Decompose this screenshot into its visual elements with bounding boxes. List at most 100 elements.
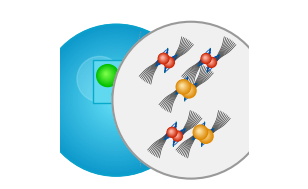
Polygon shape bbox=[164, 55, 177, 73]
Circle shape bbox=[181, 85, 183, 86]
Circle shape bbox=[184, 86, 192, 94]
Circle shape bbox=[201, 54, 210, 63]
Circle shape bbox=[103, 71, 109, 77]
Circle shape bbox=[91, 75, 141, 125]
Circle shape bbox=[193, 125, 208, 139]
Circle shape bbox=[160, 55, 166, 61]
Circle shape bbox=[181, 84, 183, 87]
Circle shape bbox=[187, 89, 188, 90]
Circle shape bbox=[197, 129, 202, 134]
Circle shape bbox=[161, 56, 165, 60]
Circle shape bbox=[205, 57, 206, 58]
Circle shape bbox=[175, 134, 179, 137]
Circle shape bbox=[167, 127, 177, 137]
Circle shape bbox=[201, 54, 211, 64]
Circle shape bbox=[175, 133, 180, 138]
Circle shape bbox=[104, 72, 108, 76]
Polygon shape bbox=[198, 48, 211, 66]
Circle shape bbox=[160, 55, 166, 61]
Circle shape bbox=[165, 59, 172, 65]
Circle shape bbox=[101, 85, 131, 115]
Circle shape bbox=[96, 80, 136, 120]
Circle shape bbox=[159, 54, 168, 63]
Circle shape bbox=[179, 82, 187, 91]
Circle shape bbox=[112, 87, 128, 102]
Circle shape bbox=[158, 53, 169, 64]
Circle shape bbox=[203, 133, 207, 137]
Circle shape bbox=[168, 129, 175, 135]
Circle shape bbox=[118, 92, 120, 94]
Circle shape bbox=[118, 93, 119, 94]
Circle shape bbox=[207, 57, 217, 67]
Circle shape bbox=[170, 130, 172, 133]
Circle shape bbox=[203, 56, 208, 60]
Circle shape bbox=[202, 54, 210, 63]
Circle shape bbox=[185, 87, 190, 92]
Circle shape bbox=[172, 131, 182, 141]
Circle shape bbox=[43, 27, 189, 173]
Circle shape bbox=[197, 129, 203, 134]
Circle shape bbox=[83, 67, 149, 133]
Circle shape bbox=[201, 131, 209, 140]
Circle shape bbox=[209, 60, 213, 64]
Circle shape bbox=[99, 67, 116, 84]
Circle shape bbox=[178, 82, 188, 91]
Circle shape bbox=[179, 83, 186, 90]
Polygon shape bbox=[164, 122, 176, 140]
Circle shape bbox=[178, 81, 188, 92]
Circle shape bbox=[208, 58, 215, 66]
Circle shape bbox=[81, 65, 152, 136]
Polygon shape bbox=[173, 129, 186, 147]
Circle shape bbox=[173, 132, 182, 140]
Circle shape bbox=[68, 52, 164, 148]
Circle shape bbox=[202, 132, 208, 138]
Circle shape bbox=[176, 134, 177, 136]
Circle shape bbox=[114, 98, 119, 103]
Circle shape bbox=[208, 59, 214, 65]
Circle shape bbox=[115, 90, 124, 98]
Circle shape bbox=[106, 90, 126, 110]
Circle shape bbox=[114, 88, 126, 100]
Circle shape bbox=[111, 95, 121, 105]
Circle shape bbox=[114, 89, 125, 100]
Circle shape bbox=[79, 62, 154, 138]
Circle shape bbox=[162, 57, 164, 59]
Circle shape bbox=[101, 69, 113, 81]
Circle shape bbox=[201, 131, 210, 140]
Circle shape bbox=[112, 22, 269, 179]
Circle shape bbox=[73, 57, 159, 143]
Circle shape bbox=[100, 68, 113, 81]
Circle shape bbox=[197, 129, 201, 133]
Circle shape bbox=[97, 65, 119, 87]
Circle shape bbox=[46, 30, 187, 171]
Circle shape bbox=[198, 130, 201, 132]
Circle shape bbox=[195, 127, 205, 137]
Circle shape bbox=[177, 81, 189, 93]
Circle shape bbox=[208, 59, 214, 65]
Circle shape bbox=[117, 92, 120, 95]
Circle shape bbox=[209, 60, 213, 63]
Circle shape bbox=[100, 68, 114, 82]
Circle shape bbox=[194, 126, 206, 138]
Circle shape bbox=[169, 129, 174, 134]
Circle shape bbox=[58, 42, 174, 158]
Circle shape bbox=[210, 61, 212, 62]
Circle shape bbox=[186, 88, 189, 91]
Bar bbox=[93, 60, 135, 103]
Circle shape bbox=[183, 85, 194, 96]
Circle shape bbox=[204, 56, 207, 60]
Circle shape bbox=[183, 84, 195, 96]
Circle shape bbox=[77, 56, 122, 102]
Circle shape bbox=[207, 58, 216, 67]
Circle shape bbox=[209, 60, 212, 63]
Polygon shape bbox=[192, 122, 205, 140]
Circle shape bbox=[185, 87, 191, 93]
Circle shape bbox=[177, 80, 190, 93]
Circle shape bbox=[94, 77, 139, 123]
Circle shape bbox=[113, 87, 127, 101]
Circle shape bbox=[196, 128, 204, 136]
Circle shape bbox=[184, 85, 193, 95]
Circle shape bbox=[174, 132, 181, 139]
Circle shape bbox=[186, 88, 189, 91]
Circle shape bbox=[170, 130, 173, 133]
